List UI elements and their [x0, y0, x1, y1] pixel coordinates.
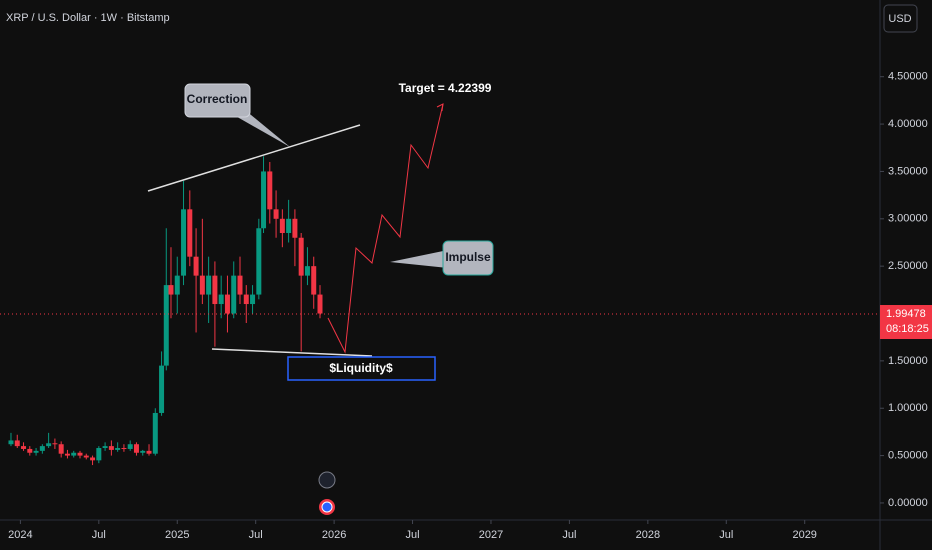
target-label: Target = 4.22399: [399, 81, 492, 95]
x-tick-label: 2024: [8, 529, 32, 541]
candle-body: [273, 209, 279, 219]
candle-body: [311, 266, 317, 295]
candle-body: [159, 365, 165, 413]
countdown-label: 08:18:25: [886, 323, 929, 335]
candle-body: [152, 412, 158, 454]
candle-body: [121, 448, 127, 450]
candle-body: [206, 275, 212, 295]
y-tick-label: 4.00000: [888, 118, 928, 130]
x-tick-label: 2027: [479, 529, 503, 541]
candle-body: [58, 444, 64, 454]
candle-body: [193, 256, 199, 276]
y-tick-label: 4.50000: [888, 71, 928, 83]
candle-body: [212, 275, 218, 305]
projection-arrow: [436, 103, 444, 112]
candle-body: [218, 294, 224, 305]
projection-path: [327, 103, 444, 354]
candle-body: [64, 453, 70, 456]
y-tick-label: 1.00000: [888, 402, 928, 414]
x-tick-label: Jul: [249, 529, 263, 541]
last-price-label: 1.99478: [886, 308, 926, 320]
candle-body: [279, 218, 285, 234]
x-tick-label: Jul: [406, 529, 420, 541]
trend-line: [147, 124, 361, 192]
plot: 0.000000.500001.000001.500002.000002.500…: [0, 71, 928, 541]
candle-body: [133, 444, 139, 453]
correction-label: Correction: [187, 92, 248, 106]
candle-body: [39, 446, 45, 451]
chart-title: XRP / U.S. Dollar · 1W · Bitstamp: [6, 12, 170, 24]
candle-body: [21, 446, 27, 449]
candle-body: [181, 209, 187, 276]
candle-body: [27, 448, 33, 453]
candle-body: [224, 294, 230, 314]
event-icon-flag: [321, 501, 333, 513]
y-tick-label: 3.00000: [888, 213, 928, 225]
candle-body: [71, 452, 77, 456]
candle-body: [46, 443, 52, 447]
candle-body: [199, 275, 205, 295]
candle-body: [231, 275, 237, 314]
candle-body: [127, 444, 133, 449]
candle-body: [243, 294, 249, 305]
candle-body: [168, 285, 174, 295]
candle-body: [187, 209, 193, 257]
candle-body: [115, 448, 121, 450]
candle-body: [102, 446, 108, 449]
candle-body: [267, 171, 273, 210]
candle-body: [174, 275, 180, 295]
candle-body: [83, 455, 89, 458]
candle-body: [317, 294, 323, 314]
candle-body: [52, 443, 58, 445]
candle-body: [163, 285, 169, 366]
y-tick-label: 0.00000: [888, 497, 928, 509]
candle-body: [77, 452, 83, 456]
candle-body: [261, 171, 267, 229]
y-tick-label: 0.50000: [888, 449, 928, 461]
last-price-box: [880, 305, 932, 340]
x-tick-label: 2026: [322, 529, 346, 541]
y-tick-label: 3.50000: [888, 165, 928, 177]
candle-body: [237, 275, 243, 295]
currency-button[interactable]: [883, 4, 918, 33]
candle-body: [146, 450, 152, 454]
candle-body: [298, 237, 304, 276]
x-tick-label: Jul: [719, 529, 733, 541]
candle-body: [286, 218, 292, 234]
callout-box: [442, 240, 494, 276]
candle-body: [250, 294, 256, 305]
liquidity-box: [287, 356, 436, 381]
x-tick-label: Jul: [92, 529, 106, 541]
liquidity-label: $Liquidity$: [329, 361, 393, 375]
x-tick-label: 2029: [792, 529, 816, 541]
candle-body: [256, 228, 262, 295]
event-icon[interactable]: [318, 471, 336, 489]
callout-box: [184, 83, 251, 118]
candle-body: [14, 440, 20, 447]
callout-pointer: [390, 250, 448, 268]
trend-line: [211, 348, 373, 357]
callout-pointer: [225, 110, 290, 147]
candle-body: [8, 440, 14, 445]
candle-body: [140, 450, 146, 453]
candle-body: [292, 218, 298, 238]
x-tick-label: 2025: [165, 529, 189, 541]
currency-label: USD: [888, 13, 911, 25]
y-tick-label: 2.50000: [888, 260, 928, 272]
impulse-label: Impulse: [445, 250, 491, 264]
candle-body: [108, 446, 114, 450]
candle-body: [304, 266, 310, 276]
candle-body: [90, 457, 96, 461]
x-tick-label: 2028: [636, 529, 660, 541]
y-tick-label: 1.50000: [888, 355, 928, 367]
x-tick-label: Jul: [562, 529, 576, 541]
candle-body: [33, 450, 39, 453]
candle-body: [96, 448, 102, 461]
